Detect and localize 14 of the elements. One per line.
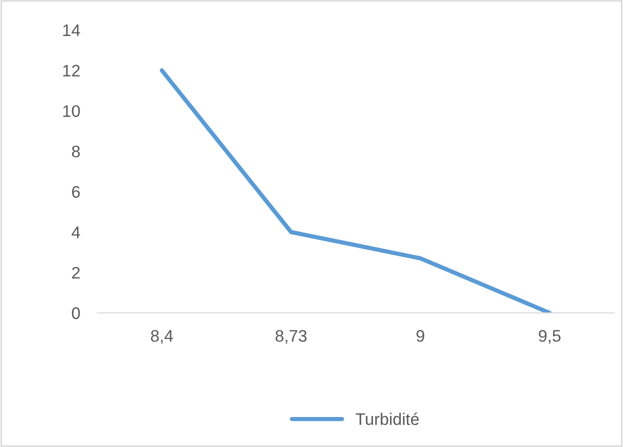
- legend-label: Turbidité: [356, 412, 419, 426]
- y-tick-label: 6: [72, 186, 80, 198]
- line-series: [160, 68, 552, 313]
- x-tick-label: 8,73: [276, 330, 307, 344]
- x-tick-label: 8,4: [150, 330, 173, 344]
- y-tick-label: 12: [63, 64, 80, 76]
- y-tick-label: 8: [72, 146, 80, 158]
- y-tick-label: 0: [72, 307, 80, 320]
- x-tick-label: 9: [416, 330, 424, 342]
- y-tick-label: 4: [72, 226, 80, 238]
- x-tick-label: 9,5: [538, 330, 561, 344]
- y-tick-label: 10: [63, 105, 80, 117]
- y-tick-label: 2: [72, 266, 80, 279]
- y-tick-label: 14: [63, 24, 80, 36]
